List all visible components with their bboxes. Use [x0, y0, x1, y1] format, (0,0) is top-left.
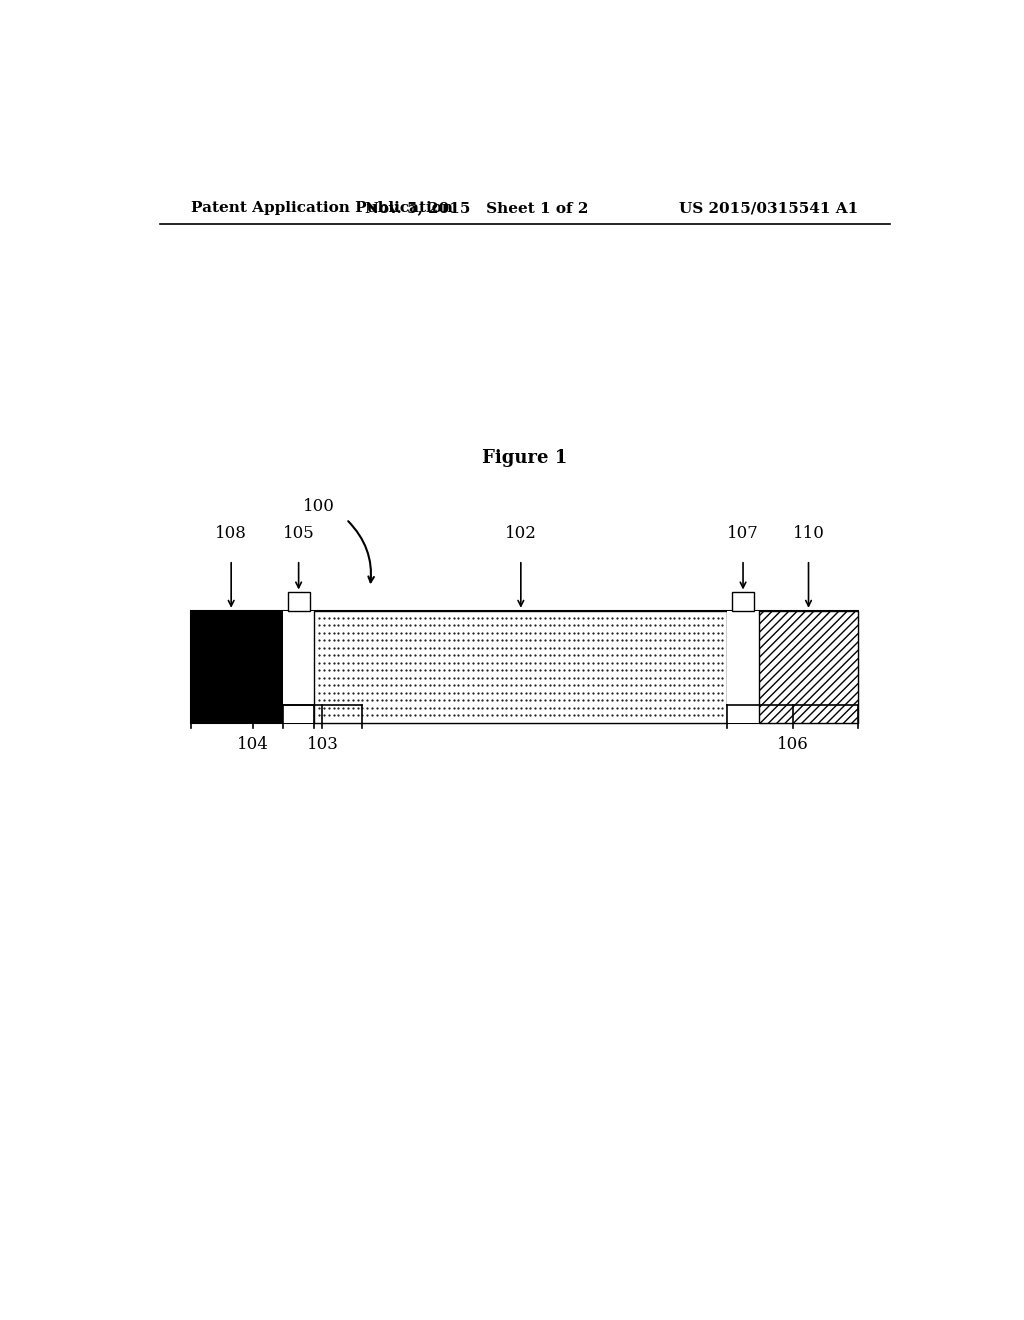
Bar — [759, 611, 858, 722]
Bar — [732, 593, 754, 611]
Text: 110: 110 — [793, 524, 824, 541]
Bar — [191, 611, 858, 722]
Bar — [727, 611, 759, 722]
Text: 105: 105 — [283, 524, 314, 541]
Text: Patent Application Publication: Patent Application Publication — [191, 201, 454, 215]
Bar — [191, 611, 283, 722]
Text: 104: 104 — [237, 735, 269, 752]
Text: US 2015/0315541 A1: US 2015/0315541 A1 — [679, 201, 858, 215]
Bar — [283, 611, 314, 722]
Text: 103: 103 — [306, 735, 338, 752]
Text: 102: 102 — [505, 524, 537, 541]
Bar — [288, 593, 309, 611]
Text: 108: 108 — [215, 524, 247, 541]
Text: Figure 1: Figure 1 — [482, 449, 567, 467]
Text: 107: 107 — [727, 524, 759, 541]
Text: 100: 100 — [303, 498, 335, 515]
Bar — [314, 611, 727, 722]
Text: 106: 106 — [777, 735, 809, 752]
Text: Nov. 5, 2015   Sheet 1 of 2: Nov. 5, 2015 Sheet 1 of 2 — [366, 201, 589, 215]
